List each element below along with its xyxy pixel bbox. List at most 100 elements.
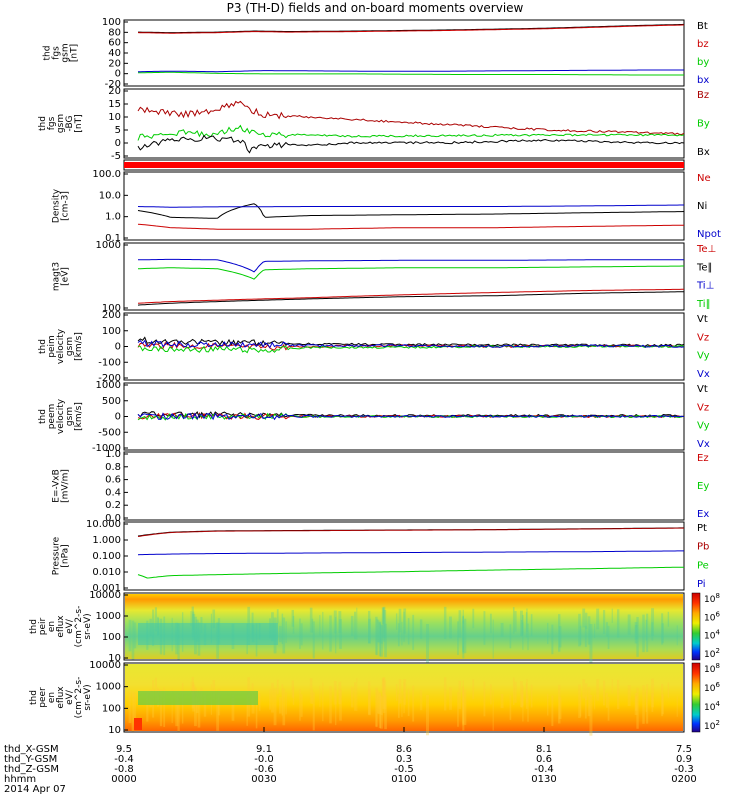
spectrogram-texture [584,625,587,647]
spectrogram-texture [651,622,654,641]
spectrogram-texture [426,624,430,664]
ytick-label: 100 [102,703,121,714]
spectrogram-texture [616,679,620,710]
ylabel-line: en [47,621,57,632]
spectrogram-texture [636,687,639,729]
legend-label-Bt: Bt [697,21,708,32]
spectrogram-texture [401,621,403,646]
ylabel-line: E=-VxB [52,469,62,503]
spectrogram-texture [276,679,279,695]
spectrogram-texture [380,625,383,644]
spectrogram-texture [333,610,337,634]
spectrogram-texture [527,623,529,651]
spectrogram-texture [192,611,195,631]
spectrogram-texture [463,618,467,654]
ytick-label: 0.8 [105,462,121,473]
spectrogram-texture [472,608,475,629]
spectrogram-texture [558,626,562,648]
spectrogram-texture [527,694,529,722]
spectrogram-texture [403,611,405,642]
spectrogram-texture [335,687,337,726]
legend-label-Vt: Vt [697,384,708,395]
ytick-label: 10 [108,725,121,736]
ylabel-line: peer [38,687,48,708]
spectrogram-texture [651,678,655,708]
colorbar-tick-label: 108 [704,592,720,605]
spectrogram-texture [589,624,593,664]
legend-label-Ey: Ey [697,481,709,492]
ylabel-line: gsm [65,337,75,356]
spectrogram-feature [138,623,278,645]
panel-frame-fgs_gsm [123,19,685,87]
spectrogram-texture [384,694,387,730]
ylabel-line: peem [47,404,57,430]
spectrogram-texture [212,680,216,700]
colorbar-tick-label: 104 [704,700,720,713]
spectrogram-texture [419,619,423,639]
spectrogram-texture [403,682,405,714]
ytick-label: 0.0 [105,513,121,524]
aux-row-value: 0000 [111,774,136,785]
spectrogram-texture [512,607,515,634]
spectrogram-texture [457,692,459,727]
series-line-Pi [137,550,684,556]
spectrogram-texture [525,612,528,638]
spectrogram-texture [376,618,378,656]
spectrogram-texture [401,692,403,717]
spectrogram-texture [354,611,357,640]
ylabel-line: eflux [56,615,66,638]
ylabel-line: [nPa] [61,544,71,567]
series-line-Vx [137,339,685,349]
ytick-label: -20 [105,79,121,90]
spectrogram-texture [384,623,387,658]
spectrogram-texture [368,689,371,716]
spectrogram-texture [521,614,524,635]
ytick-label: 1.0 [105,212,121,223]
ytick-label: 100 [102,17,121,28]
legend-label-Vx: Vx [697,439,710,450]
aux-row-label: hhmm [4,774,36,785]
spectrogram-texture [291,609,294,627]
spectrogram-texture [558,614,561,652]
spectrogram-texture [443,606,447,640]
spectrogram-texture [258,694,261,711]
colorbar-tick-label: 104 [704,629,720,642]
colorbar-tick-label: 102 [704,647,720,660]
spectrogram-texture [509,695,512,720]
spectrogram-texture [489,613,492,634]
ylabel-line: velocity [56,398,66,434]
legend-label-Te⊥: Te⊥ [696,244,716,255]
spectrogram-texture [520,620,523,637]
spectrogram-texture [319,615,321,636]
legend-label-Vy: Vy [697,421,710,432]
spectrogram-texture [190,611,192,627]
ytick-label: 0 [115,138,121,149]
spectrogram-texture [356,607,358,640]
ylabel-line: magt3 [52,262,62,291]
spectrogram-feature [134,718,142,730]
spectrogram-texture [376,689,378,728]
series-line-Ti∥ [138,265,684,280]
spectrogram-texture [558,697,562,719]
panel-frame-peir_spec [123,592,685,661]
ylabel-line: eflux [56,686,66,709]
spectrogram-texture [216,693,220,731]
legend-label-Bz: Bz [697,90,709,101]
spectrogram-texture [338,681,342,705]
spectrogram-texture [547,693,549,716]
spectrogram-texture [589,694,593,736]
date-label: 2014 Apr 07 [4,784,66,795]
legend-label-Ti∥: Ti∥ [696,299,711,310]
spectrogram-texture [146,691,149,722]
spectrogram-texture [171,688,173,724]
spectrogram-texture [159,689,163,727]
series-line-By [137,124,685,141]
series-line-Ti⊥ [138,258,684,273]
spectrogram-texture [407,688,410,717]
ytick-label: 5 [115,125,121,136]
spectrogram-texture [483,611,486,645]
ytick-label: -500 [98,427,121,438]
ylabel-line: Density [52,188,62,223]
spectrogram-texture [462,687,464,724]
aux-row-value: 9.1 [256,744,272,755]
